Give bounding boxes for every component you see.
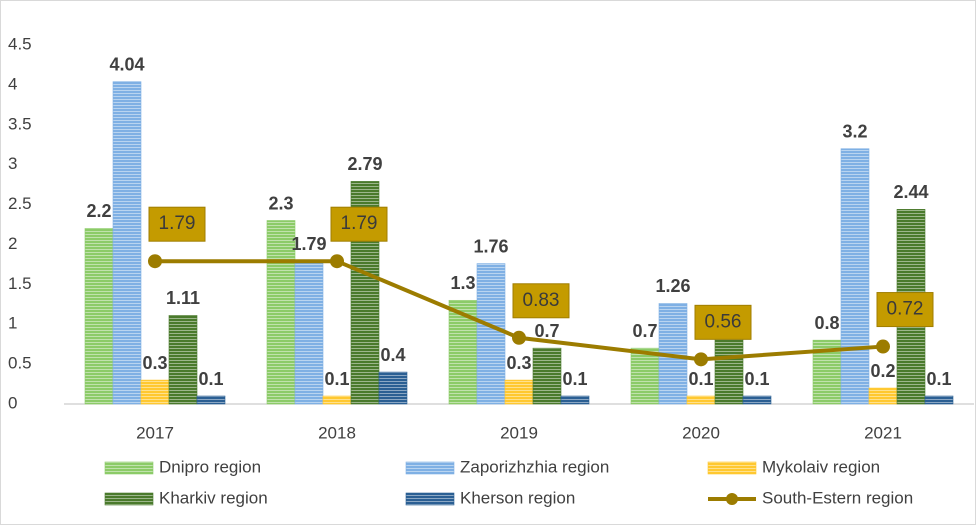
y-tick-label: 1 [8,314,17,333]
line-point [330,254,344,269]
bar [476,263,506,405]
line-point [512,330,526,345]
y-tick-label: 4 [8,74,17,93]
data-label: 1.11 [166,288,200,308]
bar [266,220,296,405]
y-tick-label: 0.5 [8,354,32,373]
data-label: 0.1 [744,369,769,389]
data-label: 1.79 [341,213,378,234]
legend-label: Dnipro region [159,457,261,476]
bar [140,379,170,405]
data-label: 0.7 [632,321,657,341]
bar [378,371,408,405]
bar [686,395,716,405]
data-label-box [876,292,934,328]
data-label: 1.3 [450,273,475,293]
bar [868,387,898,405]
bar [560,395,590,405]
x-tick-label: 2020 [682,423,720,442]
data-label: 0.72 [887,299,924,320]
data-label: 0.2 [870,361,895,381]
bar [84,228,114,405]
data-label-box [512,283,570,319]
line-point [148,254,162,269]
y-tick-label: 1.5 [8,274,32,293]
bar [168,315,198,405]
legend-swatch [726,493,738,505]
bar [924,395,954,405]
y-tick-label: 2.5 [8,194,32,213]
bar [112,81,142,405]
data-label: 2.3 [268,193,293,213]
x-tick-label: 2021 [864,423,902,442]
data-label: 2.79 [347,154,382,174]
data-label: 1.79 [291,234,326,254]
x-tick-label: 2019 [500,423,538,442]
bar [840,148,870,405]
legend-label: Kharkiv region [159,488,268,507]
line-point [694,352,708,367]
bar [742,395,772,405]
bar [322,395,352,405]
data-label: 1.26 [655,276,690,296]
legend-swatch [405,492,455,506]
legend-swatch [707,461,757,475]
data-label: 0.3 [506,353,531,373]
legend-label: Mykolaiv region [762,457,880,476]
data-label: 0.1 [926,369,951,389]
bar [532,347,562,405]
legend-swatch [405,461,455,475]
legend-label: Kherson region [460,488,575,507]
data-label: 0.1 [688,369,713,389]
data-label: 0.7 [534,321,559,341]
y-tick-label: 4.5 [8,34,32,53]
line-point [876,339,890,354]
y-tick-label: 0 [8,393,17,412]
data-label: 0.4 [380,345,405,365]
data-label: 2.2 [86,201,111,221]
legend-swatch [104,492,154,506]
data-label-box [694,304,752,340]
data-label: 3.2 [842,121,867,141]
x-tick-label: 2017 [136,423,174,442]
bar [294,260,324,405]
x-tick-label: 2018 [318,423,356,442]
y-tick-label: 3.5 [8,114,32,133]
bar [630,347,660,405]
data-label: 0.3 [142,353,167,373]
legend-label: Zaporizhzhia region [460,457,609,476]
data-label-box [330,206,388,242]
y-tick-label: 2 [8,234,17,253]
data-label: 0.1 [562,369,587,389]
data-label: 0.8 [814,313,839,333]
legend-label: South-Estern region [762,488,913,507]
data-label: 0.1 [324,369,349,389]
data-label: 2.44 [893,182,928,202]
data-label: 0.56 [705,311,742,332]
data-label: 1.79 [159,213,196,234]
y-tick-label: 3 [8,154,17,173]
bar [196,395,226,405]
bar [714,335,744,405]
data-label: 0.1 [198,369,223,389]
bar [504,379,534,405]
data-label: 4.04 [109,54,144,74]
data-label: 1.76 [473,236,508,256]
data-label: 0.83 [523,290,560,311]
legend-swatch [104,461,154,475]
data-label-box [148,206,206,242]
